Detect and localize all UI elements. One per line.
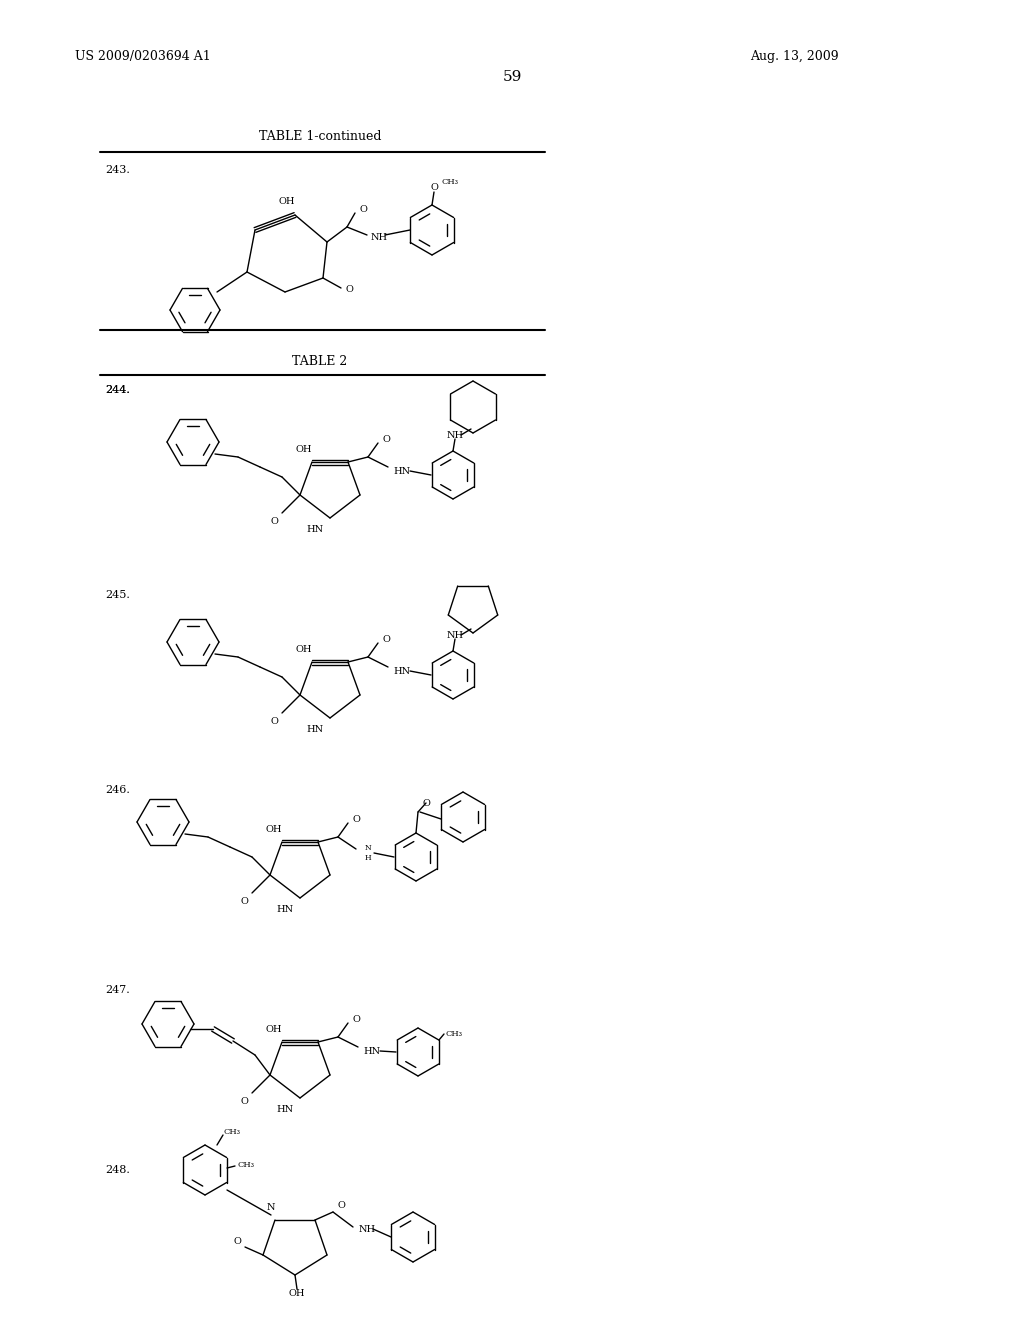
Text: OH: OH xyxy=(296,645,312,655)
Text: TABLE 2: TABLE 2 xyxy=(293,355,347,368)
Text: O: O xyxy=(337,1201,345,1210)
Text: CH₃: CH₃ xyxy=(223,1129,240,1137)
Text: O: O xyxy=(270,717,278,726)
Text: HN: HN xyxy=(393,667,411,676)
Text: O: O xyxy=(352,1015,360,1023)
Text: Aug. 13, 2009: Aug. 13, 2009 xyxy=(750,50,839,63)
Text: HN: HN xyxy=(393,466,411,475)
Text: 247.: 247. xyxy=(105,985,130,995)
Text: OH: OH xyxy=(296,446,312,454)
Text: OH: OH xyxy=(289,1288,305,1298)
Text: 246.: 246. xyxy=(105,785,130,795)
Text: HN: HN xyxy=(276,906,294,915)
Text: NH: NH xyxy=(446,631,464,639)
Text: 244.: 244. xyxy=(105,385,130,395)
Text: CH₃: CH₃ xyxy=(237,1162,254,1170)
Text: HN: HN xyxy=(306,525,324,535)
Text: OH: OH xyxy=(266,1026,283,1035)
Text: OH: OH xyxy=(266,825,283,834)
Text: N: N xyxy=(266,1204,275,1213)
Text: NH: NH xyxy=(358,1225,376,1233)
Text: NH: NH xyxy=(371,232,387,242)
Text: TABLE 1-continued: TABLE 1-continued xyxy=(259,129,381,143)
Text: 243.: 243. xyxy=(105,165,130,176)
Text: N
H: N H xyxy=(365,845,372,862)
Text: O: O xyxy=(422,799,430,808)
Text: CH₃: CH₃ xyxy=(441,178,459,186)
Text: US 2009/0203694 A1: US 2009/0203694 A1 xyxy=(75,50,211,63)
Text: CH₃: CH₃ xyxy=(446,1030,463,1038)
Text: O: O xyxy=(233,1237,241,1246)
Text: NH: NH xyxy=(446,430,464,440)
Text: HN: HN xyxy=(276,1106,294,1114)
Text: O: O xyxy=(382,434,390,444)
Text: 59: 59 xyxy=(503,70,521,84)
Text: O: O xyxy=(240,1097,248,1106)
Text: O: O xyxy=(359,205,367,214)
Text: O: O xyxy=(382,635,390,644)
Text: OH: OH xyxy=(279,197,295,206)
Text: O: O xyxy=(240,896,248,906)
Text: 248.: 248. xyxy=(105,1166,130,1175)
Text: O: O xyxy=(430,182,438,191)
Text: O: O xyxy=(345,285,353,294)
Text: HN: HN xyxy=(306,726,324,734)
Text: 245.: 245. xyxy=(105,590,130,601)
Text: O: O xyxy=(352,814,360,824)
Text: O: O xyxy=(270,516,278,525)
Text: HN: HN xyxy=(364,1047,381,1056)
Text: 244.: 244. xyxy=(105,385,130,395)
